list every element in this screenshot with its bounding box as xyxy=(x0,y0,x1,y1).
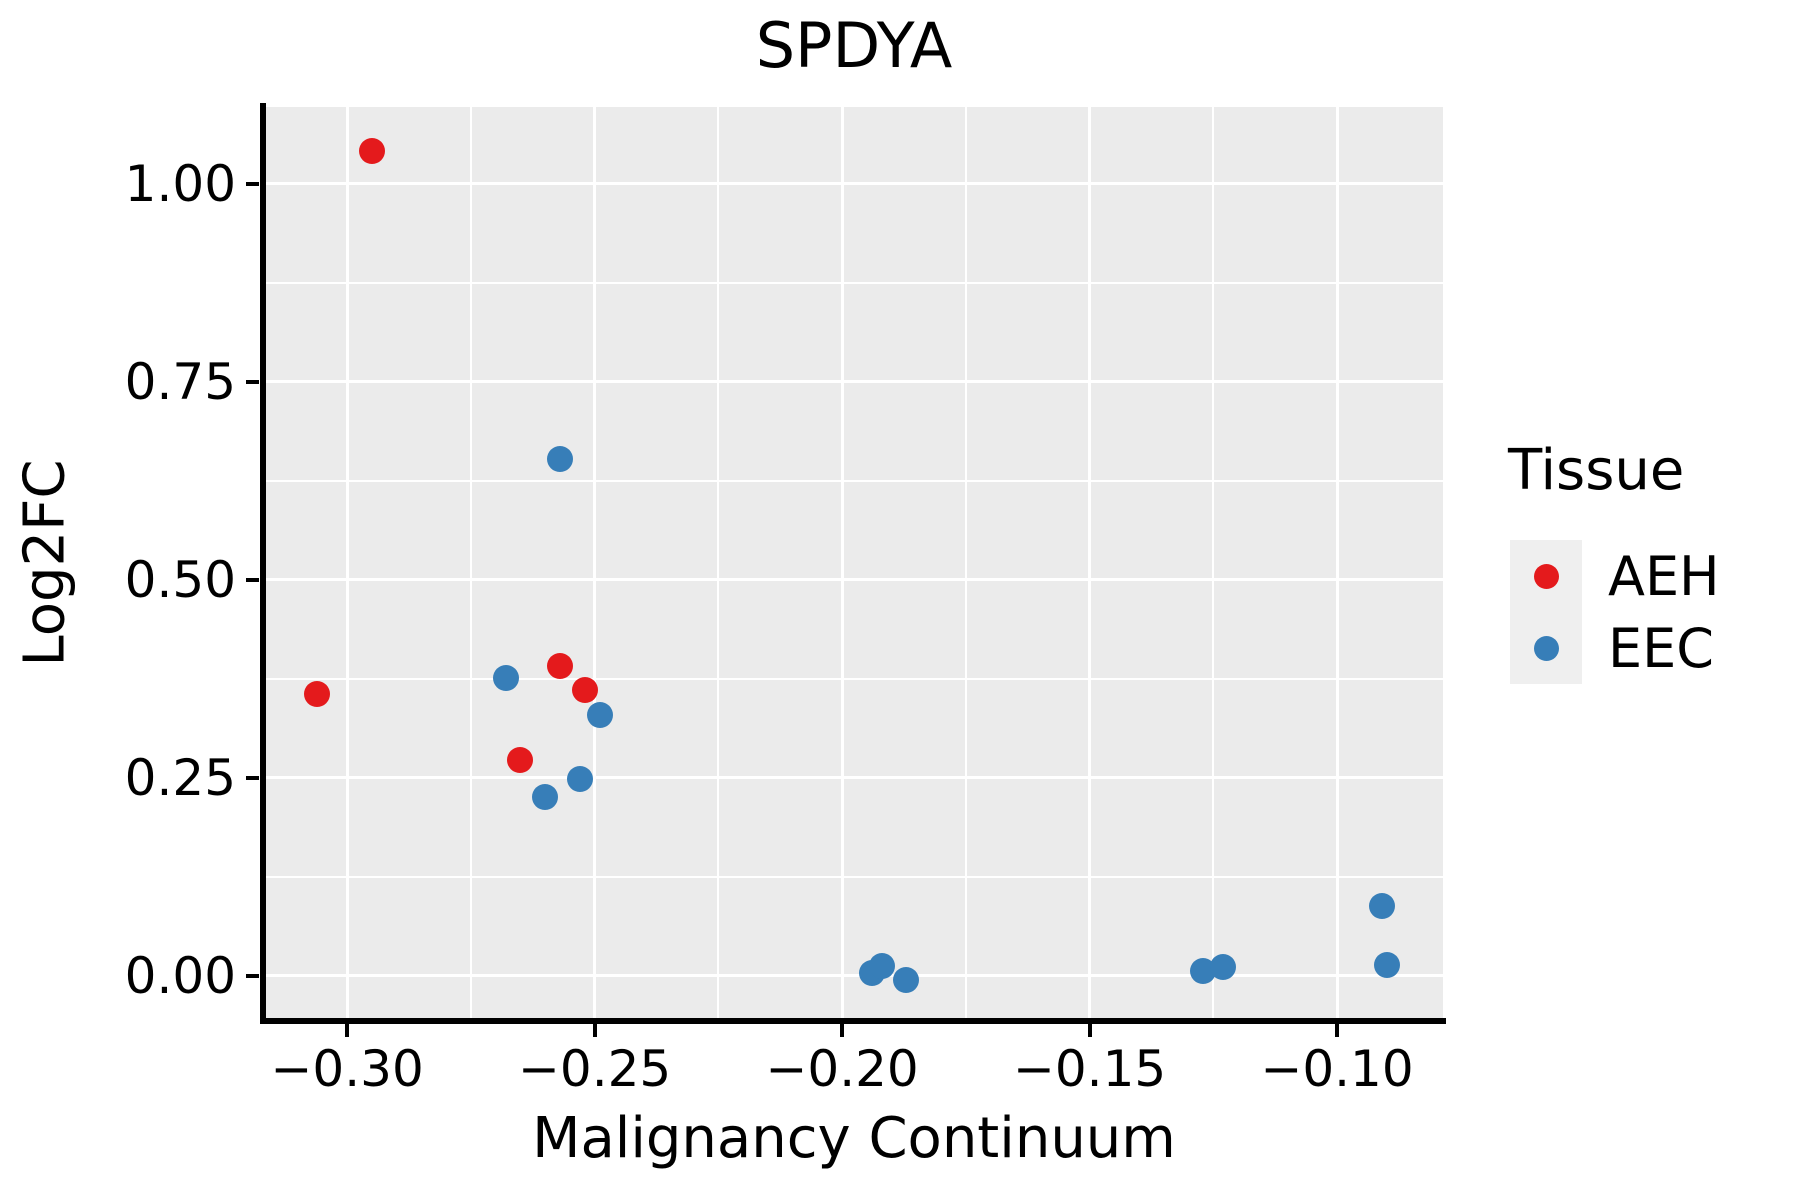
x-tick-label: −0.30 xyxy=(270,1040,424,1098)
legend-label-aeh: AEH xyxy=(1608,544,1720,608)
eec-data-point xyxy=(546,445,573,472)
eec-data-point xyxy=(492,665,519,692)
eec-data-point xyxy=(566,765,593,792)
aeh-point-icon xyxy=(1533,563,1559,589)
y-tick-label: 0.50 xyxy=(124,550,236,609)
x-tick-mark xyxy=(1087,1024,1092,1037)
legend-label-eec: EEC xyxy=(1608,616,1714,680)
y-major-gridline xyxy=(265,974,1443,978)
legend-title: Tissue xyxy=(1508,438,1685,503)
x-major-gridline xyxy=(345,107,349,1020)
y-tick-mark xyxy=(246,973,259,978)
x-major-gridline xyxy=(840,107,844,1020)
legend-key-box xyxy=(1510,540,1582,612)
y-major-gridline xyxy=(265,776,1443,780)
y-minor-gridline xyxy=(265,677,1443,680)
x-tick-mark xyxy=(1335,1024,1340,1037)
y-tick-mark xyxy=(246,379,259,384)
x-tick-mark xyxy=(345,1024,350,1037)
x-major-gridline xyxy=(1088,107,1092,1020)
y-major-gridline xyxy=(265,182,1443,186)
eec-data-point xyxy=(532,783,559,810)
eec-data-point xyxy=(586,701,613,728)
eec-data-point xyxy=(1210,954,1237,981)
eec-data-point xyxy=(1368,893,1395,920)
x-tick-mark xyxy=(840,1024,845,1037)
x-minor-gridline xyxy=(469,107,472,1020)
aeh-data-point xyxy=(571,677,598,704)
x-tick-label: −0.10 xyxy=(1260,1040,1414,1098)
x-axis-line xyxy=(260,1018,1446,1024)
eec-data-point xyxy=(868,953,895,980)
x-major-gridline xyxy=(1335,107,1339,1020)
x-axis-title: Malignancy Continuum xyxy=(532,1106,1176,1171)
x-minor-gridline xyxy=(964,107,967,1020)
x-tick-label: −0.20 xyxy=(765,1040,919,1098)
aeh-data-point xyxy=(546,653,573,680)
y-tick-label: 0.25 xyxy=(124,748,236,807)
eec-data-point xyxy=(1373,951,1400,978)
y-minor-gridline xyxy=(265,281,1443,284)
y-minor-gridline xyxy=(265,479,1443,482)
aeh-data-point xyxy=(358,137,385,164)
y-major-gridline xyxy=(265,380,1443,384)
x-tick-label: −0.15 xyxy=(1012,1040,1167,1098)
y-major-gridline xyxy=(265,578,1443,582)
legend: Tissue AEH EEC xyxy=(1508,438,1720,684)
x-minor-gridline xyxy=(1212,107,1215,1020)
y-axis-line xyxy=(260,103,266,1023)
y-tick-label: 1.00 xyxy=(124,154,236,213)
y-minor-gridline xyxy=(265,875,1443,878)
aeh-data-point xyxy=(507,746,534,773)
x-tick-label: −0.25 xyxy=(518,1040,672,1098)
y-tick-label: 0.00 xyxy=(124,946,236,1005)
y-tick-label: 0.75 xyxy=(124,352,236,411)
x-major-gridline xyxy=(593,107,597,1020)
x-tick-mark xyxy=(592,1024,597,1037)
y-tick-mark xyxy=(246,775,259,780)
x-minor-gridline xyxy=(717,107,720,1020)
legend-key-box xyxy=(1510,612,1582,684)
y-tick-mark xyxy=(246,181,259,186)
plot-title: SPDYA xyxy=(755,9,953,82)
eec-data-point xyxy=(893,966,920,993)
plot-panel xyxy=(265,107,1443,1020)
y-tick-mark xyxy=(246,577,259,582)
aeh-data-point xyxy=(304,681,331,708)
eec-point-icon xyxy=(1533,635,1559,661)
legend-entry-eec: EEC xyxy=(1510,612,1720,684)
legend-entry-aeh: AEH xyxy=(1510,540,1720,612)
legend-entries: AEH EEC xyxy=(1510,540,1720,684)
